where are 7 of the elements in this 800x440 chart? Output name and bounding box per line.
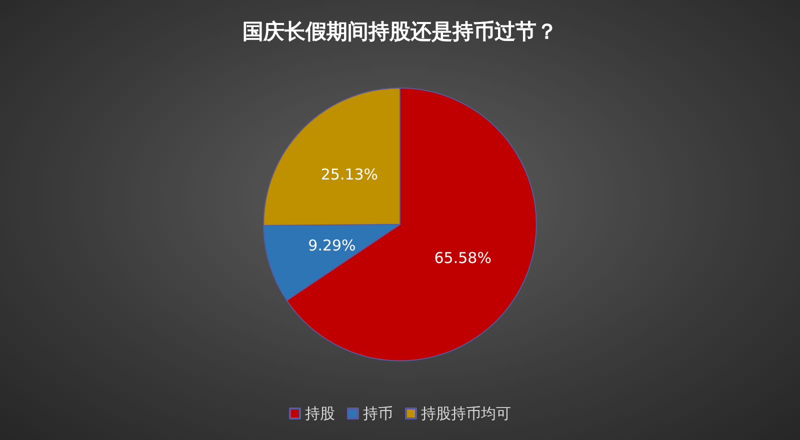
- data-label: 9.29%: [308, 236, 356, 254]
- legend-label: 持股: [305, 404, 335, 422]
- data-label: 65.58%: [434, 248, 492, 267]
- legend-label: 持股持币均可: [421, 404, 511, 422]
- legend-label: 持币: [363, 404, 393, 422]
- data-label: 25.13%: [320, 165, 378, 184]
- chart-title: 国庆长假期间持股还是持币过节？: [242, 20, 558, 44]
